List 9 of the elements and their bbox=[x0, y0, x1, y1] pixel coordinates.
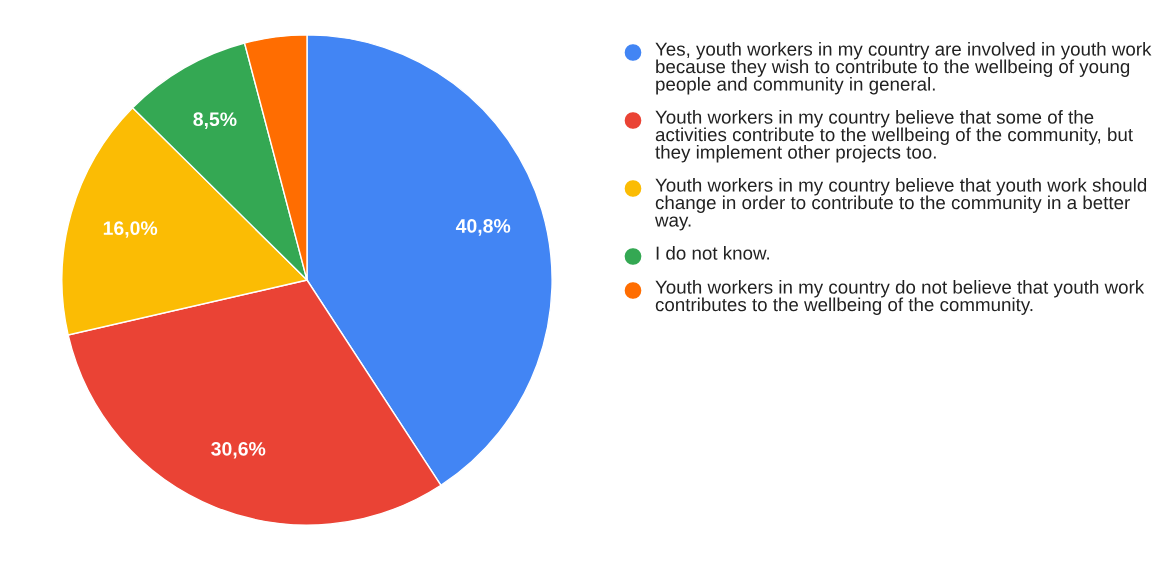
legend-label: Youth workers in my country believe that some of the activities contribute to the wellbeing of the community, but they implement other projects too. bbox=[655, 110, 1133, 163]
legend-label: I do not know. bbox=[656, 246, 769, 260]
legend-label: Youth workers in my country do not believe that youth work contributes to the wellbeing of the community. bbox=[655, 280, 1145, 315]
legend-label: Yes, youth workers in my country are involved in youth work because they wish to contribute to the wellbeing of young people and community in general. bbox=[655, 42, 1152, 95]
data-label: 8,5% bbox=[193, 112, 237, 129]
legend-label: Youth workers in my country believe that youth work should change in order to contribute to the community in a better way. bbox=[654, 178, 1147, 231]
data-label: 30,6% bbox=[211, 441, 266, 459]
data-label: 16,0% bbox=[103, 221, 158, 238]
data-label: 40,8% bbox=[455, 219, 511, 236]
